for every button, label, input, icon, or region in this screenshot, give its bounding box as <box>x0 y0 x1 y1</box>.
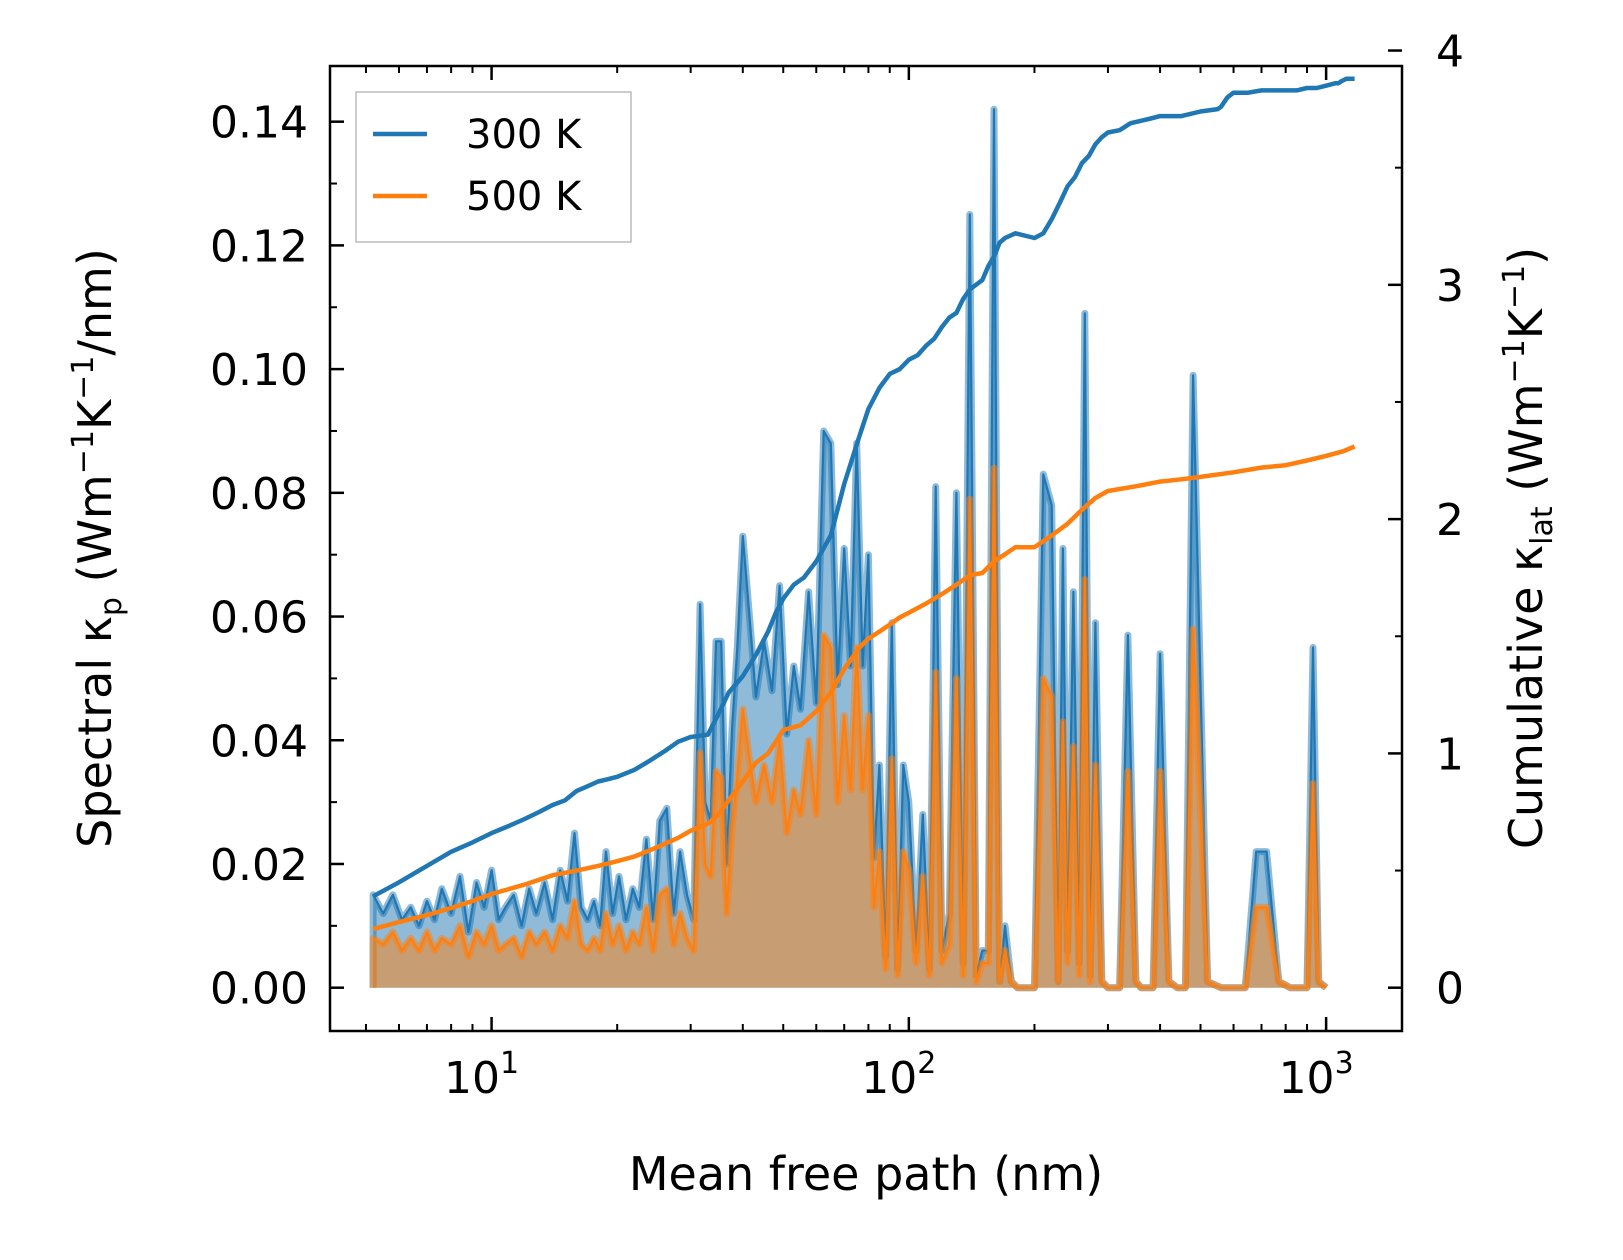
y-right-tick-label: 2 <box>1436 495 1464 546</box>
y-right-tick-label: 1 <box>1436 729 1464 780</box>
y-left-tick-label: 0.14 <box>210 98 308 149</box>
x-tick-label: 103 <box>1279 1046 1354 1104</box>
y-left-tick-label: 0.06 <box>210 593 308 644</box>
x-axis-title: Mean free path (nm) <box>629 1147 1103 1201</box>
plot-frame <box>328 64 1404 1033</box>
y-right-tick-label: 4 <box>1436 27 1464 78</box>
y-left-tick-label: 0.08 <box>210 469 308 520</box>
cumulative-line-300k <box>372 76 1355 899</box>
y-left-tick-label: 0.04 <box>210 716 308 767</box>
axis-ticks: 0.00 0.02 0.04 0.06 0.08 0.10 0.12 0.14 0 1 2 3 4 101… <box>210 27 1464 1104</box>
y-left-tick-label: 0.10 <box>210 345 308 396</box>
legend-label-500k: 500 K <box>466 174 583 220</box>
legend: 300 K 500 K <box>355 91 632 243</box>
y-left-tick-label: 0.12 <box>210 221 308 272</box>
y-right-tick-label: 0 <box>1436 964 1464 1015</box>
legend-label-300k: 300 K <box>466 112 583 158</box>
x-tick-label: 102 <box>861 1046 936 1104</box>
y-right-tick-label: 3 <box>1436 261 1464 312</box>
y-axis-left-title: Spectral κp (Wm−1K−1/nm) <box>66 248 129 848</box>
y-axis-right-title: Cumulative κlat (Wm−1K−1) <box>1497 247 1560 849</box>
x-tick-label: 101 <box>444 1046 519 1104</box>
plot-area <box>369 76 1356 992</box>
legend-box <box>355 91 632 243</box>
y-left-tick-label: 0.00 <box>210 964 308 1015</box>
y-left-tick-label: 0.02 <box>210 840 308 891</box>
cumulative-line-500k <box>372 444 1356 932</box>
